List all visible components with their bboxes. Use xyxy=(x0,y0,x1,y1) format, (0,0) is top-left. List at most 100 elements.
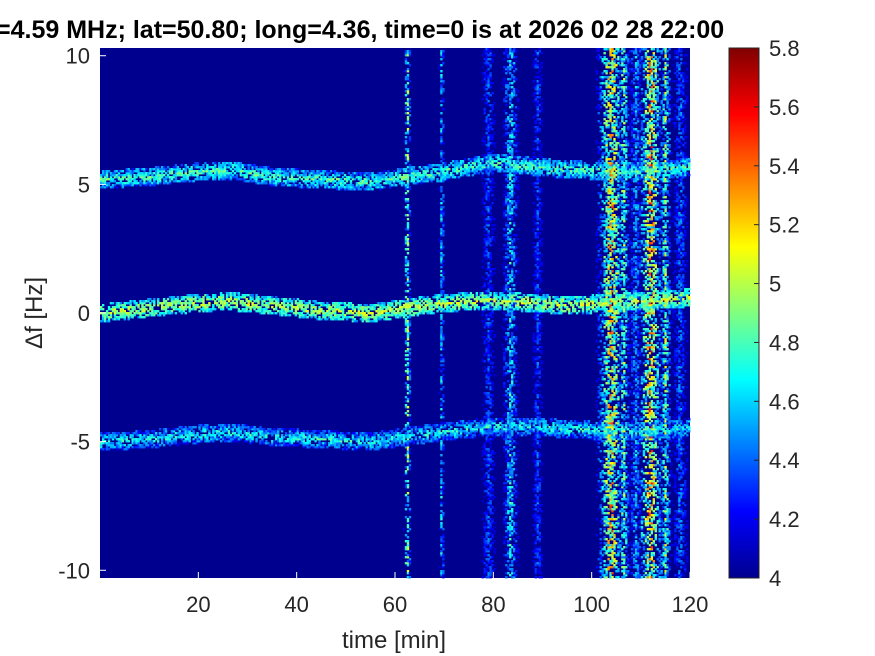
heatmap-cell xyxy=(446,422,449,425)
heatmap-cell xyxy=(168,168,172,171)
heatmap-cell xyxy=(149,440,152,443)
heatmap-cell xyxy=(310,432,313,435)
heatmap-cell xyxy=(245,306,248,309)
heatmap-cell xyxy=(440,328,443,331)
heatmap-cell xyxy=(389,172,392,175)
heatmap-cell xyxy=(263,442,266,445)
heatmap-cell xyxy=(430,310,433,313)
heatmap-cell xyxy=(326,170,329,173)
heatmap-cell xyxy=(149,172,152,175)
heatmap-cell xyxy=(357,312,360,315)
heatmap-cell xyxy=(153,300,156,303)
heatmap-cell xyxy=(212,174,215,177)
heatmap-cell xyxy=(166,304,170,307)
heatmap-cell xyxy=(442,528,445,531)
heatmap-cell xyxy=(432,296,435,299)
heatmap-cell xyxy=(127,306,130,309)
heatmap-cell xyxy=(440,342,443,345)
heatmap-cell xyxy=(159,312,162,315)
heatmap-cell xyxy=(153,310,156,313)
heatmap-cell xyxy=(379,310,382,313)
heatmap-cell xyxy=(406,498,410,501)
heatmap-cell xyxy=(442,396,445,399)
heatmap-cell xyxy=(316,446,319,449)
heatmap-cell xyxy=(137,182,140,185)
heatmap-cell xyxy=(324,312,327,315)
heatmap-cell xyxy=(406,330,410,333)
heatmap-cell xyxy=(357,440,360,443)
heatmap-cell xyxy=(365,438,368,441)
heatmap-cell xyxy=(336,430,339,433)
heatmap-cell xyxy=(328,186,331,189)
heatmap-cell xyxy=(233,168,237,171)
heatmap-cell xyxy=(290,310,294,313)
heatmap-cell xyxy=(253,174,256,177)
heatmap-cell xyxy=(408,136,412,139)
heatmap-cell xyxy=(387,444,390,447)
heatmap-cell xyxy=(371,434,374,437)
heatmap-cell xyxy=(426,170,429,173)
heatmap-cell xyxy=(452,308,455,311)
heatmap-cell xyxy=(263,432,266,435)
heatmap-cell xyxy=(261,300,264,303)
heatmap-cell xyxy=(418,174,421,177)
heatmap-cell xyxy=(212,178,215,181)
heatmap-cell xyxy=(212,168,215,171)
heatmap-cell xyxy=(337,306,341,309)
heatmap-cell xyxy=(406,332,410,335)
heatmap-cell xyxy=(147,446,150,449)
heatmap-cell xyxy=(314,184,317,187)
heatmap-cell xyxy=(383,430,386,433)
heatmap-cell xyxy=(101,178,105,181)
heatmap-cell xyxy=(365,308,368,311)
heatmap-cell xyxy=(389,180,392,183)
heatmap-cell xyxy=(404,84,408,87)
heatmap-cell xyxy=(143,308,146,311)
heatmap-cell xyxy=(440,172,443,175)
heatmap-cell xyxy=(359,184,362,187)
heatmap-cell xyxy=(347,306,351,309)
heatmap-cell xyxy=(489,86,492,89)
heatmap-cell xyxy=(271,302,274,305)
heatmap-cell xyxy=(170,172,174,175)
heatmap-cell xyxy=(489,264,492,267)
heatmap-cell xyxy=(404,370,408,373)
heatmap-cell xyxy=(151,430,154,433)
heatmap-cell xyxy=(121,304,124,307)
heatmap-cell xyxy=(245,424,248,427)
heatmap-cell xyxy=(310,310,313,313)
heatmap-cell xyxy=(257,176,260,179)
heatmap-cell xyxy=(135,174,138,177)
heatmap-cell xyxy=(379,180,382,183)
heatmap-cell xyxy=(424,172,427,175)
heatmap-cell xyxy=(343,174,347,177)
heatmap-cell xyxy=(420,304,423,307)
heatmap-cell xyxy=(404,94,408,97)
heatmap-cell xyxy=(202,170,205,173)
heatmap-cell xyxy=(111,184,115,187)
heatmap-cell xyxy=(324,438,327,441)
heatmap-cell xyxy=(194,300,197,303)
heatmap-cell xyxy=(288,314,292,317)
heatmap-cell xyxy=(219,166,223,169)
heatmap-cell xyxy=(188,174,191,177)
heatmap-cell xyxy=(337,178,341,181)
heatmap-cell xyxy=(395,174,398,177)
heatmap-cell xyxy=(424,166,427,169)
heatmap-cell xyxy=(377,176,380,179)
heatmap-cell xyxy=(436,178,439,181)
heatmap-cell xyxy=(196,166,199,169)
heatmap-cell xyxy=(139,184,142,187)
heatmap-cell xyxy=(406,460,410,463)
heatmap-cell xyxy=(318,444,321,447)
heatmap-cell xyxy=(219,440,223,443)
heatmap-cell xyxy=(271,182,274,185)
heatmap-cell xyxy=(446,430,449,433)
heatmap-cell xyxy=(145,178,148,181)
heatmap-cell xyxy=(450,430,453,433)
heatmap-cell xyxy=(308,446,311,449)
heatmap-cell xyxy=(139,438,142,441)
heatmap-cell xyxy=(426,426,429,429)
heatmap-cell xyxy=(442,214,445,217)
heatmap-cell xyxy=(127,316,130,319)
